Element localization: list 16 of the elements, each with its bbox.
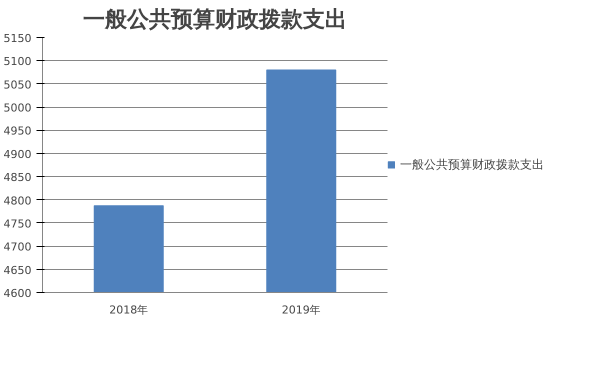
y-tick-label: 5000 xyxy=(4,102,32,115)
x-tick-label: 2018年 xyxy=(109,304,148,316)
y-tick-label: 5150 xyxy=(4,32,32,45)
y-tick-label: 4600 xyxy=(4,287,32,300)
y-tick-label: 4750 xyxy=(4,217,32,230)
x-tick-label: 2019年 xyxy=(282,304,321,316)
y-tick-label: 4850 xyxy=(4,171,32,184)
y-tick-label: 4800 xyxy=(4,194,32,208)
y-tick-label: 4650 xyxy=(4,264,32,277)
y-tick-label: 4950 xyxy=(4,124,32,138)
y-tick-label: 4900 xyxy=(4,148,32,161)
y-tick-label: 5050 xyxy=(4,78,32,92)
y-tick-label: 4700 xyxy=(4,240,32,254)
y-tick-label: 5100 xyxy=(4,55,32,68)
legend-label: 一般公共预算财政拨款支出 xyxy=(400,156,544,173)
chart-title: 一般公共预算财政拨款支出 xyxy=(83,8,347,32)
